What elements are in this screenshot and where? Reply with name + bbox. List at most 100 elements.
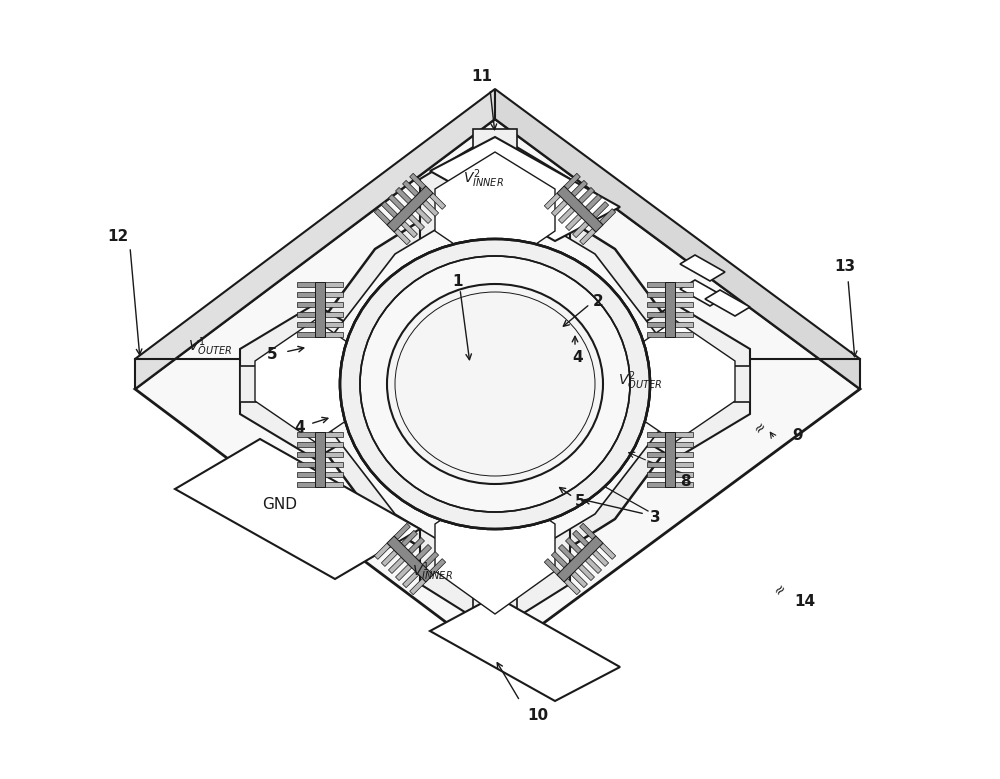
Bar xyxy=(647,442,665,446)
Bar xyxy=(388,195,405,211)
Text: $V^1_{OUTER}$: $V^1_{OUTER}$ xyxy=(188,336,232,358)
Bar xyxy=(297,481,315,487)
Bar xyxy=(325,481,343,487)
Bar xyxy=(592,202,609,218)
Ellipse shape xyxy=(387,284,603,484)
Polygon shape xyxy=(240,304,390,459)
Bar xyxy=(387,186,433,232)
Bar xyxy=(415,207,432,224)
Text: 8: 8 xyxy=(680,474,690,488)
Bar xyxy=(647,452,665,456)
Bar xyxy=(325,432,343,436)
Bar xyxy=(675,301,693,306)
Polygon shape xyxy=(705,290,750,316)
Polygon shape xyxy=(473,129,517,244)
Bar xyxy=(374,209,391,225)
Bar xyxy=(585,195,602,211)
Bar xyxy=(675,322,693,326)
Bar xyxy=(325,312,343,316)
Bar xyxy=(325,452,343,456)
Bar xyxy=(325,442,343,446)
Bar xyxy=(401,530,417,547)
Polygon shape xyxy=(420,134,570,289)
Bar xyxy=(647,291,665,297)
Bar xyxy=(422,200,439,217)
Polygon shape xyxy=(495,89,860,389)
Polygon shape xyxy=(615,320,735,442)
Polygon shape xyxy=(175,439,420,579)
Bar xyxy=(325,281,343,287)
Bar xyxy=(325,471,343,477)
Polygon shape xyxy=(295,194,695,574)
Bar xyxy=(297,461,315,467)
Bar xyxy=(396,188,412,203)
Text: $V^2_{OUTER}$: $V^2_{OUTER}$ xyxy=(618,370,662,393)
Bar xyxy=(665,432,675,487)
Bar xyxy=(675,461,693,467)
Bar xyxy=(381,202,398,218)
Bar xyxy=(325,461,343,467)
Bar xyxy=(675,481,693,487)
Ellipse shape xyxy=(340,239,650,529)
Bar xyxy=(578,188,594,203)
Text: 5: 5 xyxy=(267,347,277,361)
Bar xyxy=(396,564,412,580)
Polygon shape xyxy=(680,255,725,281)
Bar xyxy=(551,552,568,568)
Bar xyxy=(415,545,432,561)
Bar xyxy=(647,322,665,326)
Bar xyxy=(675,442,693,446)
Bar xyxy=(558,545,575,561)
Bar xyxy=(647,481,665,487)
Bar xyxy=(297,291,315,297)
Bar xyxy=(558,207,575,224)
Text: 4: 4 xyxy=(573,350,583,365)
Bar xyxy=(315,281,325,337)
Bar xyxy=(325,291,343,297)
Polygon shape xyxy=(680,280,725,306)
Bar xyxy=(551,200,568,217)
Text: 14: 14 xyxy=(794,594,816,608)
Bar xyxy=(429,559,446,575)
Bar xyxy=(374,543,391,559)
Polygon shape xyxy=(135,89,495,389)
Bar xyxy=(647,281,665,287)
Bar xyxy=(410,173,426,189)
Bar xyxy=(573,530,589,547)
Bar xyxy=(571,571,587,587)
Bar xyxy=(401,221,417,238)
Bar xyxy=(675,432,693,436)
Polygon shape xyxy=(420,474,570,631)
Text: 4: 4 xyxy=(295,420,305,435)
Bar xyxy=(580,228,596,245)
Polygon shape xyxy=(645,366,750,402)
Bar xyxy=(422,552,439,568)
Bar xyxy=(297,312,315,316)
Bar xyxy=(325,301,343,306)
Bar xyxy=(408,538,424,554)
Bar xyxy=(394,523,410,540)
Text: 11: 11 xyxy=(472,69,492,83)
Polygon shape xyxy=(430,596,620,701)
Bar xyxy=(544,559,561,575)
Text: 10: 10 xyxy=(527,708,549,724)
Bar xyxy=(675,281,693,287)
Bar xyxy=(566,538,582,554)
Polygon shape xyxy=(275,174,715,594)
Bar xyxy=(388,557,405,573)
Bar xyxy=(557,186,603,232)
Bar xyxy=(578,564,594,580)
Polygon shape xyxy=(600,304,750,459)
Bar xyxy=(403,571,419,587)
Text: ≈: ≈ xyxy=(751,418,769,436)
Ellipse shape xyxy=(340,239,650,529)
Bar xyxy=(564,173,580,189)
Text: 12: 12 xyxy=(107,228,129,244)
Bar xyxy=(647,332,665,337)
Bar xyxy=(297,281,315,287)
Bar xyxy=(580,523,596,540)
Text: ≈: ≈ xyxy=(771,580,789,598)
Bar xyxy=(403,181,419,196)
Bar xyxy=(647,471,665,477)
Bar xyxy=(297,471,315,477)
